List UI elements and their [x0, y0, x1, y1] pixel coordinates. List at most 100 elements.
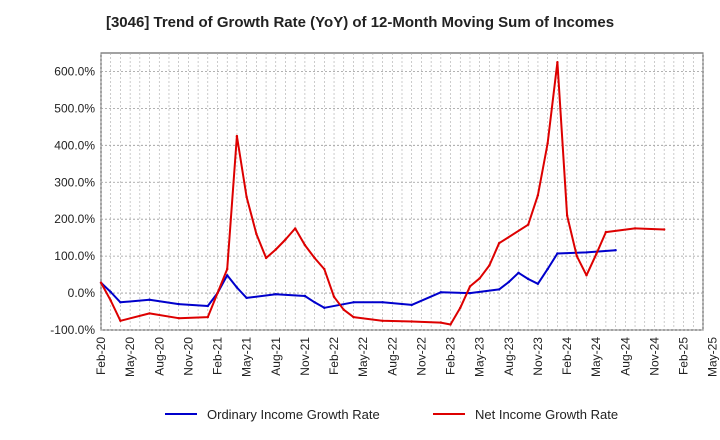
data-point	[274, 248, 277, 251]
data-point	[119, 301, 122, 304]
series-line-1	[100, 249, 616, 309]
data-point	[497, 288, 501, 291]
data-point	[303, 294, 307, 298]
data-point	[488, 264, 491, 267]
x-tick-label: Feb-25	[677, 337, 691, 375]
x-tick-label: May-22	[356, 337, 370, 377]
data-point	[264, 256, 268, 260]
x-tick-label: Nov-23	[531, 337, 545, 376]
data-point	[206, 315, 209, 319]
data-point	[604, 230, 608, 234]
y-tick-label: 0.0%	[68, 286, 96, 300]
data-point	[517, 271, 520, 274]
axis-layer: -100.0% 0.0% 100.0% 200.0% 300.0% 400.0% 500.0…	[50, 64, 719, 377]
x-tick-label: Nov-22	[414, 337, 428, 376]
y-tick-label: 100.0%	[54, 249, 95, 263]
data-point	[206, 304, 209, 308]
data-point	[235, 134, 239, 138]
data-point	[274, 293, 277, 296]
y-tick-label: 400.0%	[54, 138, 95, 152]
x-tick-label: Feb-21	[211, 337, 225, 375]
data-point	[410, 303, 413, 307]
data-point	[148, 298, 151, 301]
data-point	[313, 256, 316, 260]
x-tick-label: May-23	[473, 337, 487, 377]
data-point	[585, 274, 588, 277]
x-tick-label: May-21	[240, 337, 254, 377]
data-point	[575, 254, 578, 258]
data-point	[177, 317, 180, 320]
data-point	[595, 253, 598, 256]
data-point	[556, 61, 559, 64]
data-point	[332, 295, 336, 298]
data-point	[546, 267, 549, 271]
data-point	[109, 299, 112, 302]
x-tick-label: Nov-24	[647, 337, 661, 376]
grid-layer	[100, 52, 704, 331]
data-point	[497, 242, 501, 245]
x-tick-label: May-20	[123, 337, 137, 377]
data-point	[342, 308, 345, 311]
data-point	[226, 267, 229, 271]
data-point	[585, 251, 588, 254]
data-point	[245, 296, 248, 300]
data-point	[468, 291, 472, 295]
x-tick-label: Aug-23	[502, 337, 516, 376]
y-tick-label: 500.0%	[54, 101, 95, 115]
data-point	[527, 223, 530, 226]
data-point	[614, 249, 617, 252]
data-point	[536, 282, 540, 285]
y-tick-label: 300.0%	[54, 175, 95, 189]
data-point	[663, 228, 666, 231]
x-tick-label: Feb-24	[560, 337, 574, 375]
data-point	[109, 290, 112, 294]
data-point	[478, 277, 481, 280]
x-tick-label: Nov-21	[298, 337, 312, 376]
data-point	[449, 323, 452, 326]
data-point	[439, 321, 442, 324]
data-point	[216, 291, 219, 295]
data-point	[633, 227, 637, 230]
data-point	[352, 301, 355, 304]
y-tick-label: -100.0%	[50, 323, 95, 337]
data-point	[439, 291, 442, 294]
data-point	[536, 194, 540, 197]
data-point	[284, 238, 287, 241]
x-tick-label: Aug-24	[618, 337, 632, 376]
data-point	[556, 252, 559, 255]
data-point	[245, 195, 248, 199]
data-point	[303, 243, 307, 247]
series-layer	[99, 61, 666, 326]
x-tick-label: Feb-20	[94, 337, 108, 375]
data-point	[459, 306, 462, 309]
y-tick-label: 200.0%	[54, 212, 95, 226]
x-tick-label: Aug-22	[385, 337, 399, 376]
data-point	[565, 214, 569, 217]
legend-label: Ordinary Income Growth Rate	[207, 407, 380, 422]
x-tick-label: Aug-21	[269, 337, 283, 376]
data-point	[119, 319, 122, 322]
data-point	[235, 286, 239, 289]
x-tick-label: May-25	[706, 337, 720, 377]
data-point	[323, 267, 326, 271]
x-tick-label: Feb-23	[444, 337, 458, 375]
x-tick-label: Aug-20	[152, 337, 166, 376]
data-point	[148, 312, 151, 315]
data-point	[323, 306, 326, 309]
data-point	[527, 277, 530, 281]
data-point	[352, 315, 355, 319]
x-tick-label: Feb-22	[327, 337, 341, 375]
data-point	[255, 232, 258, 236]
x-tick-label: May-24	[589, 337, 603, 377]
data-point	[410, 320, 413, 323]
data-point	[99, 281, 103, 284]
data-point	[177, 302, 180, 306]
y-tick-label: 600.0%	[54, 64, 95, 78]
legend-label: Net Income Growth Rate	[475, 407, 618, 422]
data-point	[546, 142, 549, 145]
data-point	[468, 285, 472, 288]
data-point	[507, 280, 510, 284]
data-point	[381, 301, 384, 304]
chart-title: [3046] Trend of Growth Rate (YoY) of 12-…	[105, 14, 615, 31]
